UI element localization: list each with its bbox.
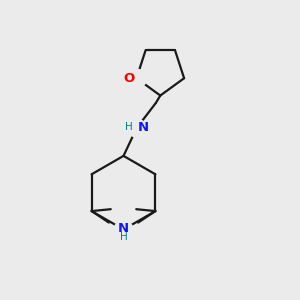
- Text: H: H: [124, 122, 132, 132]
- Text: N: N: [118, 222, 129, 235]
- Text: H: H: [120, 232, 128, 242]
- Text: N: N: [138, 121, 149, 134]
- Text: O: O: [124, 72, 135, 85]
